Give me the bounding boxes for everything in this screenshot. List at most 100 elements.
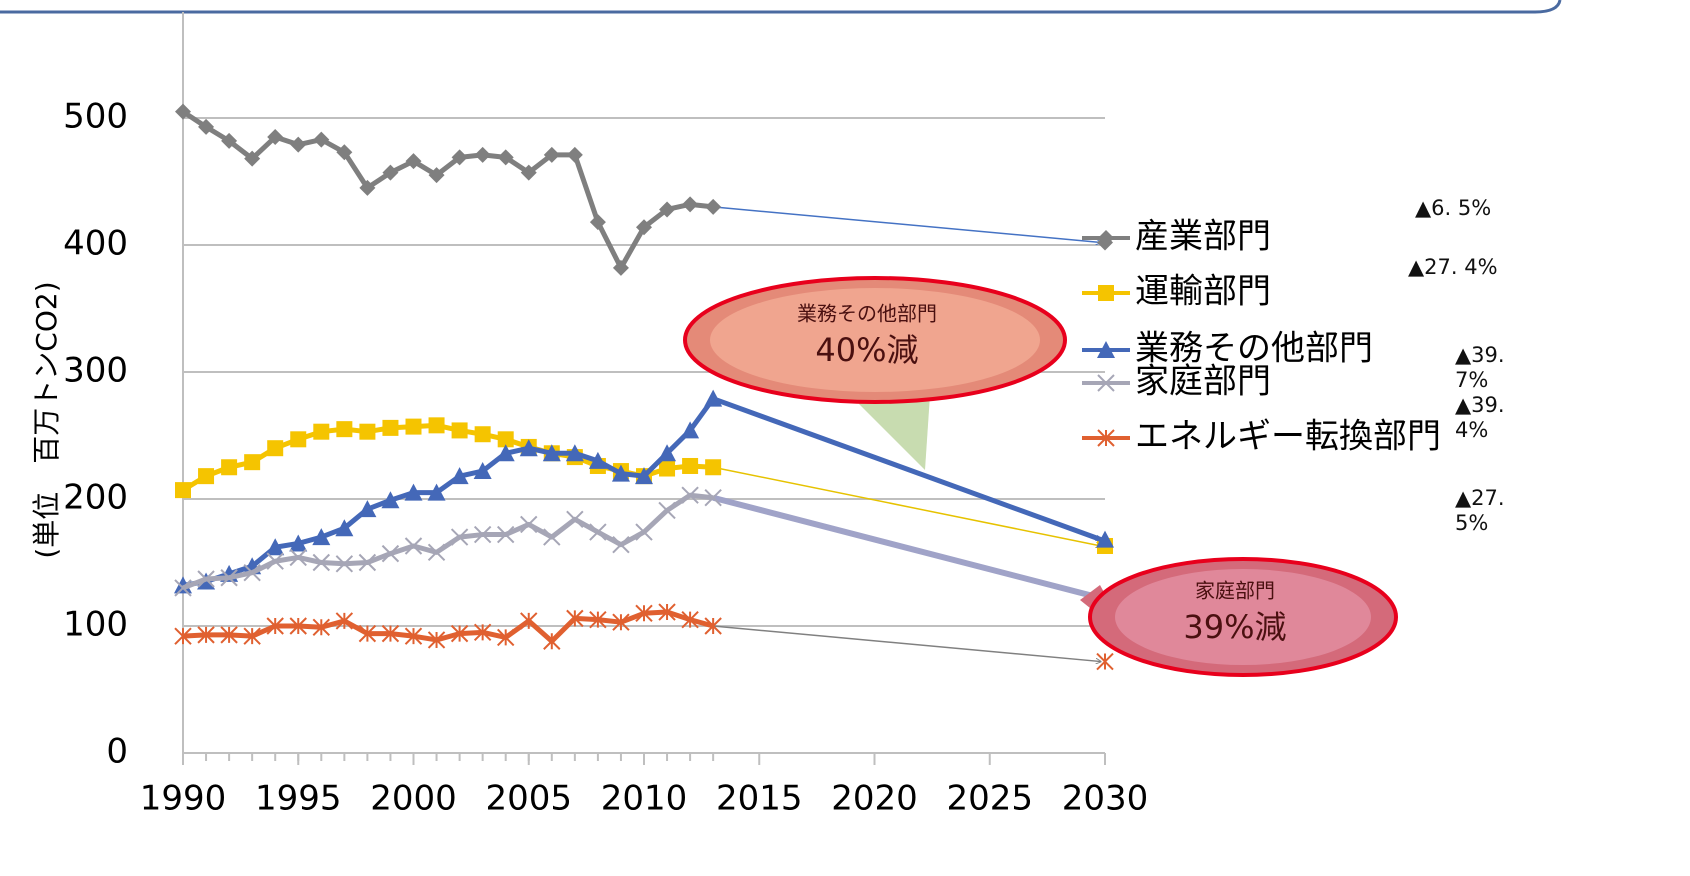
- marker-x: [174, 579, 192, 597]
- marker-star: [473, 623, 492, 642]
- series-line: [182, 492, 714, 591]
- marker-star: [635, 604, 653, 623]
- marker-star: [589, 610, 607, 629]
- marker-diamond: [451, 149, 468, 166]
- projection-arrow: [712, 396, 1101, 542]
- marker-triangle: [565, 444, 584, 462]
- x-tick-label: 1990: [140, 779, 227, 819]
- marker-triangle: [174, 576, 192, 594]
- marker-square: [175, 482, 191, 499]
- legend-label: 家庭部門: [1135, 362, 1271, 402]
- marker-diamond: [636, 219, 652, 236]
- marker-star: [243, 627, 261, 645]
- marker-diamond: [474, 146, 491, 163]
- projection-arrow: [712, 494, 1101, 601]
- marker-x: [450, 528, 469, 546]
- marker-star: [1097, 429, 1115, 447]
- marker-square: [290, 431, 307, 448]
- marker-square: [659, 460, 676, 477]
- marker-x: [473, 525, 492, 544]
- marker-diamond: [198, 118, 215, 135]
- marker-star: [704, 617, 722, 635]
- marker-triangle: [473, 462, 492, 480]
- marker-diamond: [589, 214, 606, 231]
- marker-square: [313, 423, 330, 440]
- marker-triangle: [266, 538, 285, 556]
- marker-triangle: [289, 534, 308, 552]
- marker-diamond: [566, 146, 583, 163]
- marker-star: [427, 631, 446, 649]
- marker-triangle: [658, 444, 677, 462]
- marker-x: [243, 563, 261, 582]
- marker-diamond: [313, 131, 330, 148]
- marker-diamond: [267, 129, 284, 146]
- marker-square: [451, 422, 468, 439]
- callout-text: 40%減: [815, 331, 918, 369]
- x-tick-label: 2015: [716, 779, 803, 819]
- marker-star: [496, 628, 515, 647]
- marker-star: [220, 626, 238, 644]
- marker-x: [496, 525, 515, 544]
- marker-diamond: [290, 136, 307, 153]
- marker-x: [381, 544, 400, 563]
- y-tick-label: 300: [63, 351, 128, 391]
- change-annotation: ▲39. 4%: [1455, 393, 1505, 442]
- marker-triangle: [381, 491, 400, 509]
- x-tick-label: 2030: [1062, 779, 1149, 819]
- marker-diamond: [405, 153, 422, 170]
- marker-diamond: [520, 164, 537, 181]
- marker-triangle: [496, 444, 515, 462]
- x-tick-label: 2020: [831, 779, 918, 819]
- legend-label: 業務その他部門: [1135, 329, 1373, 369]
- marker-triangle: [635, 467, 653, 485]
- marker-triangle: [335, 519, 354, 537]
- legend-label: エネルギー転換部門: [1135, 417, 1441, 457]
- marker-star: [266, 617, 284, 635]
- marker-x: [220, 569, 238, 587]
- marker-diamond: [382, 164, 399, 181]
- marker-square: [221, 459, 238, 476]
- marker-diamond: [497, 149, 514, 166]
- marker-star: [681, 610, 699, 629]
- marker-square: [405, 418, 422, 435]
- marker-x: [658, 501, 676, 520]
- marker-triangle: [450, 467, 469, 485]
- marker-square: [428, 417, 445, 434]
- marker-diamond: [359, 179, 376, 196]
- marker-square: [1098, 285, 1114, 301]
- marker-x: [266, 552, 284, 570]
- marker-diamond: [175, 103, 191, 120]
- marker-x: [543, 528, 561, 546]
- marker-star: [450, 624, 469, 643]
- marker-star: [658, 603, 676, 621]
- marker-star: [520, 612, 538, 630]
- marker-x: [635, 523, 653, 541]
- marker-star: [566, 609, 584, 628]
- projection-arrow: [713, 625, 1101, 662]
- marker-triangle: [1097, 341, 1115, 358]
- marker-square: [267, 440, 284, 457]
- projection-arrow: [713, 206, 1101, 243]
- marker-x: [704, 489, 722, 507]
- frame: [0, 0, 1562, 14]
- x-tick-label: 2025: [946, 779, 1033, 819]
- marker-x: [427, 543, 446, 562]
- marker-star: [612, 613, 630, 631]
- change-annotation: ▲27. 4%: [1408, 255, 1498, 279]
- marker-star: [335, 612, 354, 630]
- x-tick-label: 2000: [370, 779, 457, 819]
- callout-title: 家庭部門: [1195, 579, 1275, 603]
- marker-x: [404, 537, 423, 555]
- marker-triangle: [1096, 530, 1114, 548]
- marker-x: [312, 553, 331, 572]
- marker-square: [474, 426, 491, 443]
- callout-inner: [710, 288, 1040, 392]
- marker-square: [336, 421, 353, 438]
- marker-triangle: [542, 444, 561, 462]
- y-tick-label: 400: [63, 224, 128, 264]
- x-tick-label: 2010: [601, 779, 688, 819]
- marker-x: [566, 510, 584, 529]
- marker-triangle: [681, 421, 700, 439]
- marker-triangle: [358, 500, 377, 518]
